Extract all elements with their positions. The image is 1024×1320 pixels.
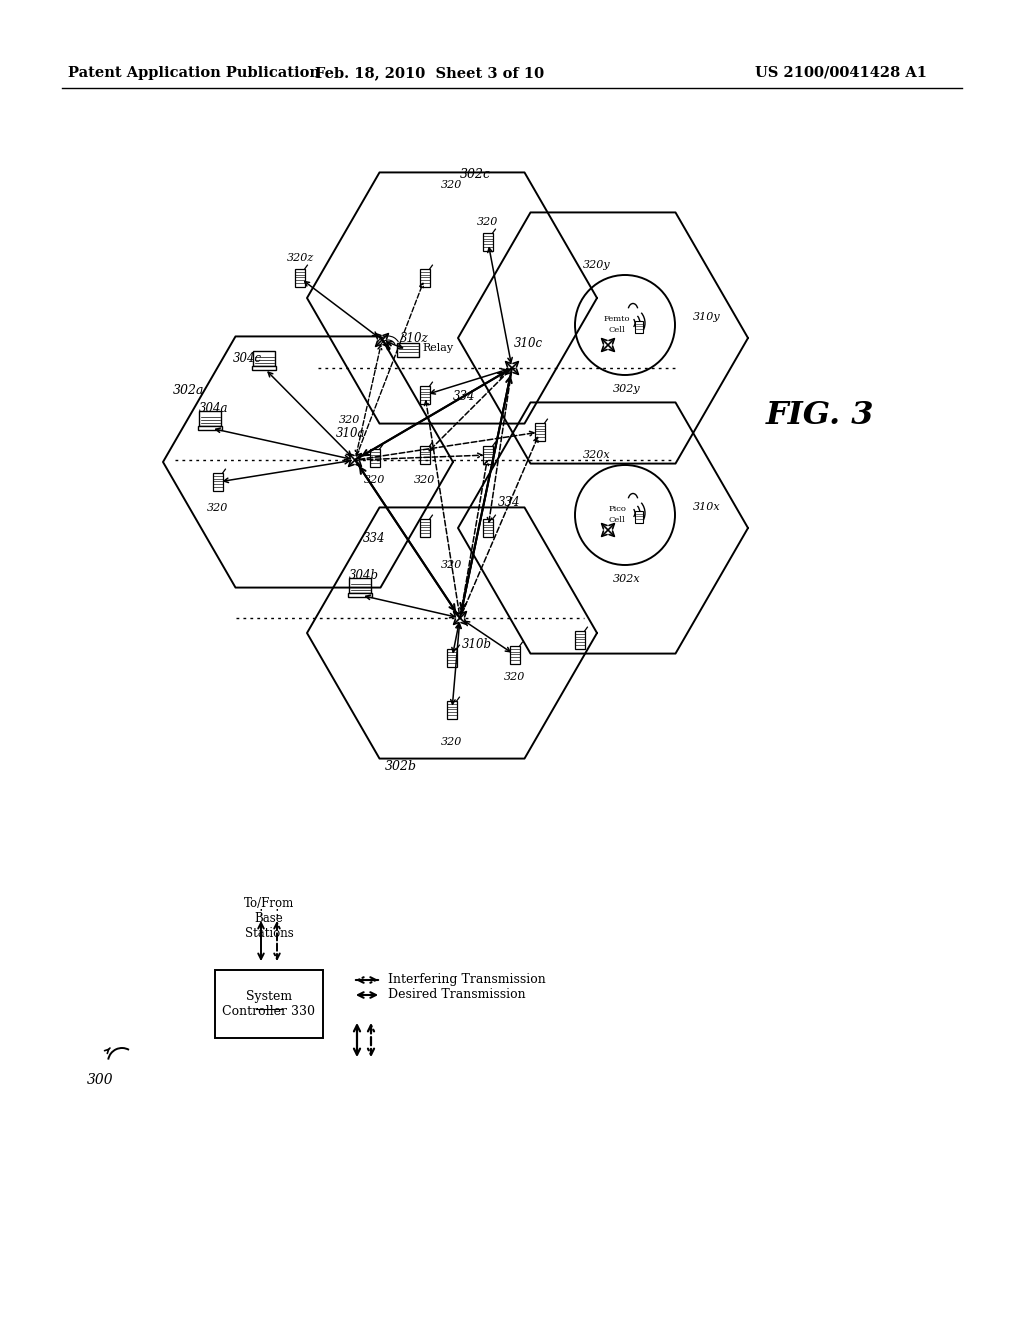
Bar [348, 594, 372, 597]
Text: 302y: 302y [613, 384, 641, 393]
Text: 334: 334 [453, 389, 475, 403]
Bar [370, 449, 380, 467]
Text: FIG. 3: FIG. 3 [766, 400, 874, 430]
Bar [420, 519, 430, 537]
Bar [420, 269, 430, 286]
Bar [482, 234, 494, 251]
Text: 320: 320 [365, 475, 386, 484]
Text: 320z: 320z [287, 253, 313, 263]
Text: 334: 334 [498, 496, 520, 510]
Bar [253, 367, 275, 370]
Bar [215, 970, 323, 1038]
Text: 302a: 302a [173, 384, 205, 396]
Bar [199, 411, 221, 426]
Bar [635, 511, 643, 523]
Text: 302x: 302x [613, 574, 641, 583]
Bar [510, 647, 520, 664]
Text: Cell: Cell [608, 516, 626, 524]
Bar [482, 446, 494, 463]
Text: 320: 320 [339, 414, 360, 425]
Bar [446, 649, 458, 667]
Text: 304b: 304b [349, 569, 379, 582]
Text: 320: 320 [441, 560, 463, 570]
Text: 310a: 310a [336, 426, 366, 440]
Text: Relay: Relay [422, 343, 454, 352]
Text: :: : [274, 906, 280, 919]
Bar [446, 701, 458, 718]
Bar [397, 343, 419, 358]
Text: 302c: 302c [460, 169, 490, 181]
Bar [253, 351, 275, 367]
Text: Patent Application Publication: Patent Application Publication [68, 66, 319, 81]
Bar [420, 387, 430, 404]
Text: 310b: 310b [462, 638, 492, 651]
Text: System
Controller 330: System Controller 330 [222, 990, 315, 1018]
Text: To/From
Base
Stations: To/From Base Stations [244, 898, 294, 940]
Text: 320: 320 [207, 503, 228, 513]
Text: 310y: 310y [693, 312, 721, 322]
Text: 320: 320 [477, 216, 499, 227]
Text: US 2100/0041428 A1: US 2100/0041428 A1 [755, 66, 927, 81]
Text: 320: 320 [441, 737, 463, 747]
Text: 304a: 304a [200, 403, 228, 414]
Text: 320x: 320x [584, 450, 610, 459]
Text: Desired Transmission: Desired Transmission [388, 989, 525, 1002]
Text: 334: 334 [362, 532, 385, 545]
Text: :: : [259, 906, 263, 919]
Bar [574, 631, 586, 648]
Text: Femto: Femto [604, 315, 630, 323]
Text: Pico: Pico [608, 506, 626, 513]
Text: 320: 320 [441, 180, 463, 190]
Bar [420, 446, 430, 463]
Text: Interfering Transmission: Interfering Transmission [388, 974, 546, 986]
Text: 320: 320 [504, 672, 525, 682]
Text: 320: 320 [415, 475, 435, 484]
Bar [295, 269, 305, 286]
Text: 304c: 304c [232, 351, 262, 364]
Text: 310c: 310c [514, 337, 543, 350]
Text: 310z: 310z [400, 331, 429, 345]
Text: Feb. 18, 2010  Sheet 3 of 10: Feb. 18, 2010 Sheet 3 of 10 [315, 66, 545, 81]
Bar [482, 519, 494, 537]
Bar [213, 474, 223, 491]
Text: Cell: Cell [608, 326, 626, 334]
Text: 302b: 302b [385, 759, 417, 772]
Text: 320y: 320y [584, 260, 610, 271]
Text: 310x: 310x [693, 502, 721, 512]
Bar [635, 321, 643, 333]
Text: 300: 300 [87, 1073, 114, 1086]
Bar [535, 424, 546, 441]
Bar [349, 578, 371, 594]
Bar [199, 426, 221, 429]
